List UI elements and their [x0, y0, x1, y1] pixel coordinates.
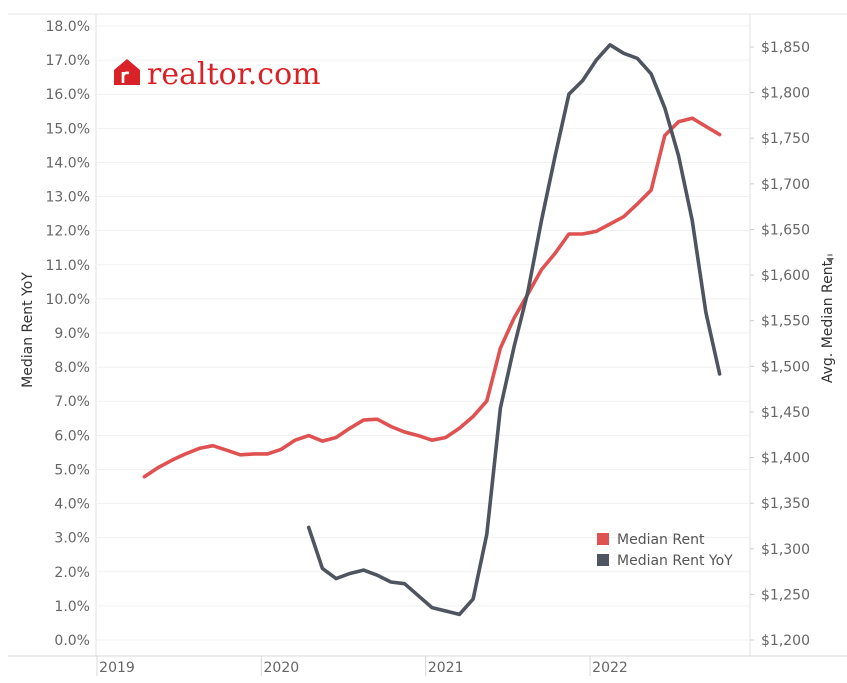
- left-tick-label: 17.0%: [46, 53, 90, 69]
- x-tick-label: 2022: [592, 660, 628, 676]
- left-tick-label: 11.0%: [46, 258, 90, 274]
- grid-lines: [96, 25, 750, 641]
- left-axis-title: Median Rent YoY: [20, 272, 36, 388]
- right-tick-label: $1,200: [761, 633, 810, 649]
- left-tick-label: 16.0%: [46, 87, 90, 103]
- legend-swatch-median-rent-yoy: [597, 554, 609, 566]
- right-tick-label: $1,650: [761, 222, 810, 238]
- right-tick-label: $1,500: [761, 359, 810, 375]
- legend-label-median-rent-yoy: Median Rent YoY: [617, 553, 733, 569]
- right-axis-title: Avg. Median Rent: [820, 260, 836, 383]
- right-tick-label: $1,250: [761, 587, 810, 603]
- left-tick-label: 2.0%: [54, 565, 90, 581]
- right-tick-label: $1,800: [761, 86, 810, 102]
- sort-descending-icon[interactable]: [826, 254, 834, 263]
- left-tick-label: 18.0%: [46, 19, 90, 35]
- left-tick-label: 6.0%: [54, 428, 90, 444]
- right-tick-label: $1,550: [761, 314, 810, 330]
- right-tick-label: $1,700: [761, 177, 810, 193]
- left-tick-label: 10.0%: [46, 292, 90, 308]
- series-line-median-rent-yoy[interactable]: [306, 42, 722, 617]
- x-tick-label: 2020: [264, 660, 300, 676]
- left-tick-label: 4.0%: [54, 497, 90, 513]
- left-tick-label: 12.0%: [46, 224, 90, 240]
- legend-item-median-rent[interactable]: Median Rent: [597, 532, 705, 548]
- left-tick-label: 15.0%: [46, 121, 90, 137]
- left-tick-label: 1.0%: [54, 599, 90, 615]
- left-tick-label: 8.0%: [54, 360, 90, 376]
- right-tick-label: $1,750: [761, 131, 810, 147]
- right-tick-label: $1,450: [761, 405, 810, 421]
- house-icon: [114, 59, 140, 85]
- right-tick-label: $1,850: [761, 40, 810, 56]
- right-tick-label: $1,600: [761, 268, 810, 284]
- logo-wordmark: realtor.com: [147, 57, 321, 92]
- left-tick-label: 9.0%: [54, 326, 90, 342]
- right-tick-label: $1,350: [761, 496, 810, 512]
- right-tick-label: $1,300: [761, 542, 810, 558]
- realtor-logo: realtor.com: [114, 57, 321, 92]
- left-tick-label: 3.0%: [54, 531, 90, 547]
- legend-swatch-median-rent: [597, 533, 609, 545]
- right-axis-ticks: $1,850 $1,800 $1,750 $1,700 $1,650 $1,600 $1,5…: [750, 40, 810, 649]
- legend-item-median-rent-yoy[interactable]: Median Rent YoY: [597, 553, 733, 569]
- left-tick-label: 7.0%: [54, 394, 90, 410]
- left-tick-label: 13.0%: [46, 190, 90, 206]
- legend-label-median-rent: Median Rent: [617, 532, 705, 548]
- left-tick-label: 5.0%: [54, 462, 90, 478]
- right-tick-label: $1,400: [761, 451, 810, 467]
- left-tick-label: 14.0%: [46, 155, 90, 171]
- series-line-median-rent[interactable]: [142, 116, 722, 479]
- x-tick-label: 2021: [428, 660, 464, 676]
- legend: Median Rent Median Rent YoY: [597, 532, 733, 569]
- x-axis-ticks: 2019 2020 2021 2022: [96, 656, 628, 676]
- left-axis-ticks: 18.0% 17.0% 16.0% 15.0% 14.0% 13.0% 12.0% 11.0%…: [46, 19, 90, 649]
- left-tick-label: 0.0%: [54, 633, 90, 649]
- series-layer: [142, 42, 722, 617]
- x-tick-label: 2019: [99, 660, 135, 676]
